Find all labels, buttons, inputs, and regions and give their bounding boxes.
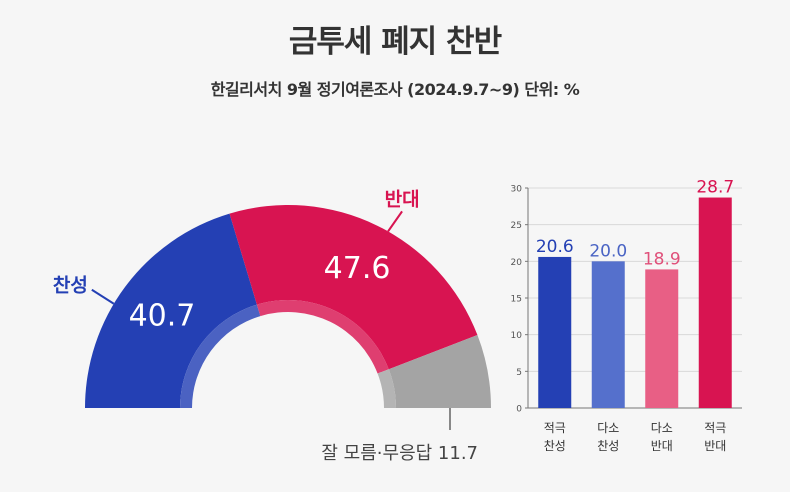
y-tick-label: 20 <box>511 258 523 268</box>
donut-leader-oppose <box>387 210 403 232</box>
donut-slice-unknown <box>388 335 491 408</box>
chart-title: 금투세 폐지 찬반 <box>288 24 502 60</box>
x-tick-label: 적극 <box>704 421 726 435</box>
bar-0 <box>538 256 572 408</box>
donut-inner-ring-support <box>180 304 261 408</box>
y-tick-label: 30 <box>511 185 523 195</box>
donut-value-oppose: 47.6 <box>324 251 391 286</box>
bar-1 <box>591 261 625 408</box>
bar-3 <box>698 197 732 408</box>
donut-label-oppose: 반대 <box>385 188 420 210</box>
donut-slice-oppose <box>229 205 478 370</box>
y-tick-label: 0 <box>516 405 522 415</box>
bar-value-label: 20.6 <box>536 237 574 257</box>
bar-2 <box>645 269 679 408</box>
bar-value-label: 18.9 <box>643 249 681 269</box>
donut-label-support: 찬성 <box>53 275 88 297</box>
bar-value-label: 20.0 <box>589 241 627 261</box>
y-tick-label: 25 <box>511 221 522 231</box>
donut-value-support: 40.7 <box>129 298 196 333</box>
x-tick-label: 적극 <box>544 421 566 435</box>
x-tick-label: 반대 <box>651 439 673 453</box>
donut-label-unknown: 잘 모름·무응답 11.7 <box>321 443 478 464</box>
x-tick-label: 찬성 <box>597 438 619 453</box>
x-tick-label: 다소 <box>651 421 673 435</box>
x-tick-label: 반대 <box>704 439 726 453</box>
chart-subtitle: 한길리서치 9월 정기여론조사 (2024.9.7~9) 단위: % <box>210 80 580 99</box>
y-tick-label: 15 <box>511 295 522 305</box>
donut-inner-ring-unknown <box>377 369 396 408</box>
x-tick-label: 찬성 <box>544 438 566 453</box>
y-tick-label: 10 <box>511 331 523 341</box>
y-tick-label: 5 <box>516 368 522 378</box>
donut-inner-ring-oppose <box>256 300 389 374</box>
bar-value-label: 28.7 <box>696 178 734 198</box>
half-donut-labels: 40.7 47.6 찬성 반대잘 모름·무응답 11.7 <box>53 188 478 464</box>
donut-leader-support <box>91 288 115 305</box>
half-donut-chart <box>85 205 491 408</box>
donut-slice-support <box>85 213 257 408</box>
x-tick-label: 다소 <box>597 421 619 435</box>
